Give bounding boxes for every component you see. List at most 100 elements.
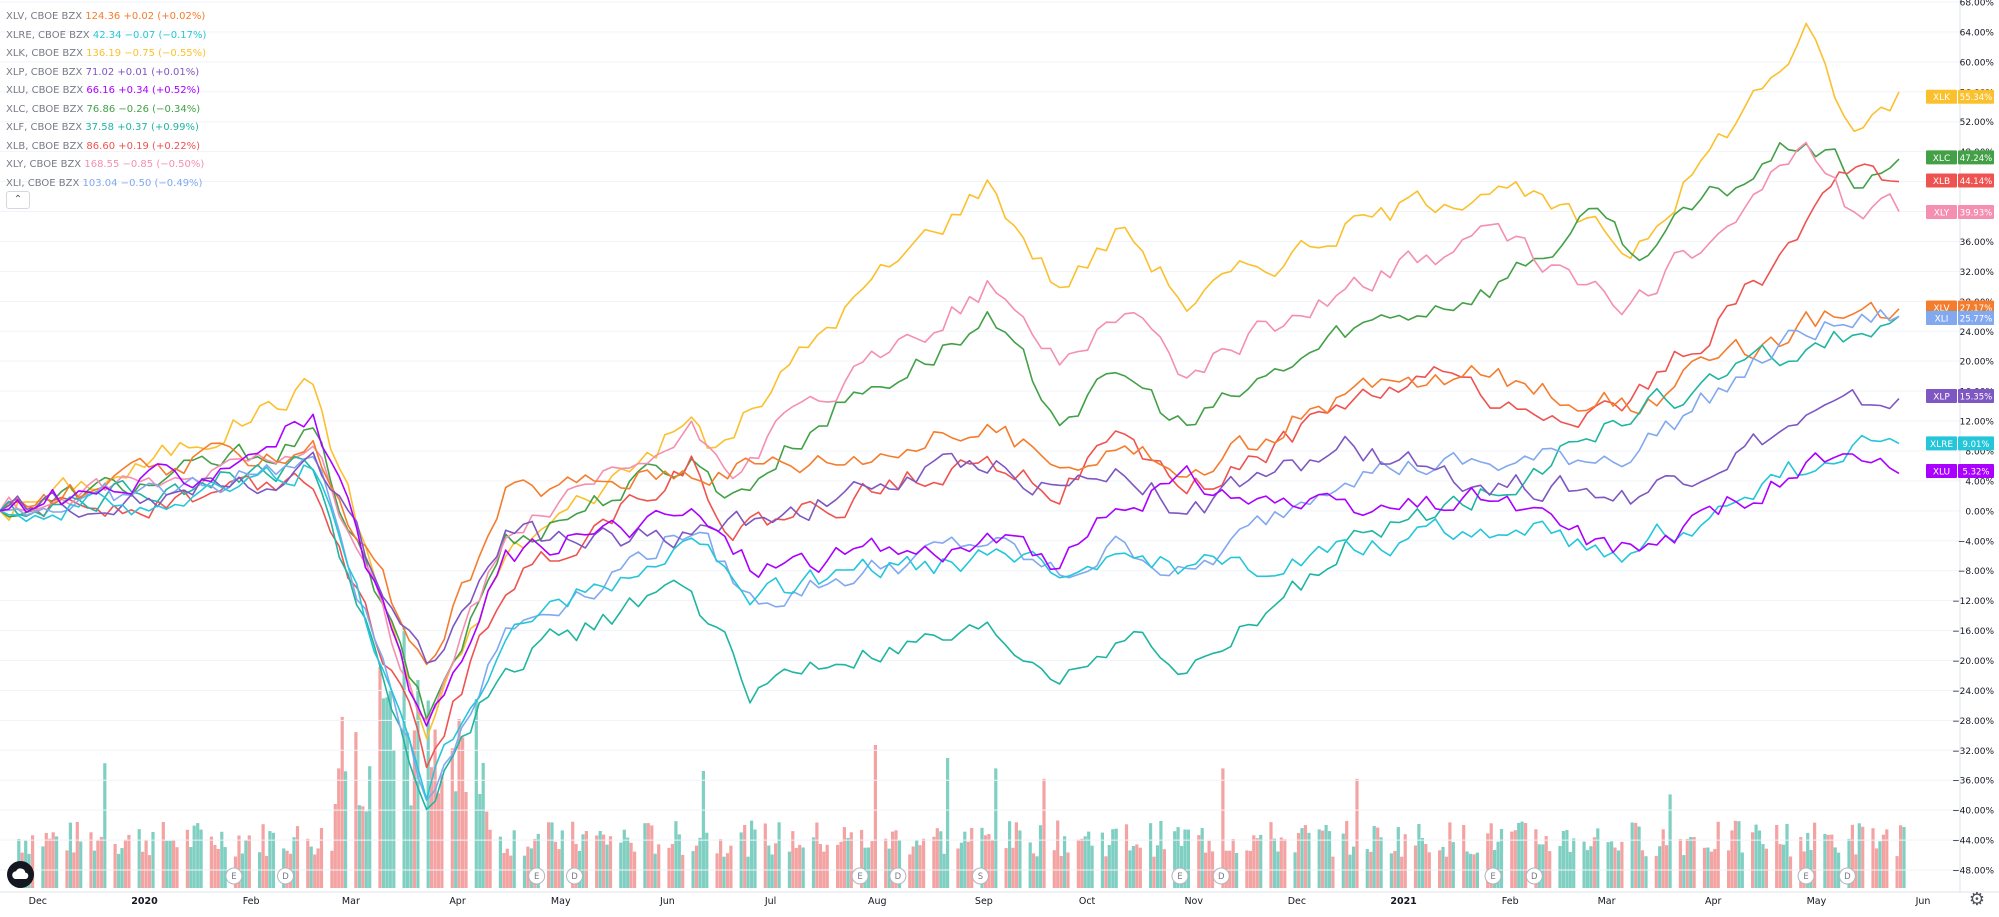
badge-xli: XLI 25.77% — [1926, 311, 1994, 326]
volume-bar — [31, 835, 35, 888]
legend-item[interactable]: XLV, CBOE BZX 124.36 +0.02 (+0.02%) — [6, 8, 206, 27]
badge-xlre: XLRE 9.01% — [1926, 436, 1994, 451]
volume-bar — [774, 843, 778, 888]
volume-bar — [450, 748, 454, 888]
badge-xlb: XLB 44.14% — [1926, 173, 1994, 188]
gear-icon[interactable]: ⚙ — [1968, 889, 1986, 910]
volume-bar — [192, 825, 196, 888]
volume-bar — [165, 840, 169, 888]
volume-bar — [474, 699, 478, 888]
volume-bar — [1355, 778, 1359, 888]
volume-bar — [584, 831, 588, 888]
badge-name: XLRE — [1930, 440, 1953, 450]
badge-name-box — [1926, 436, 1957, 451]
event-marker-label: E — [1803, 872, 1808, 882]
volume-bar — [946, 758, 950, 888]
event-marker[interactable]: D — [277, 867, 295, 885]
volume-bar — [55, 836, 59, 888]
event-marker[interactable]: E — [1171, 867, 1189, 885]
volume-bar — [1090, 845, 1094, 888]
y-tick-label: −32.00% — [1952, 747, 1994, 757]
volume-bar — [1881, 834, 1885, 888]
volume-bar — [970, 828, 974, 888]
badge-xly: XLY 39.93% — [1926, 205, 1994, 220]
event-marker[interactable]: S — [971, 867, 989, 885]
volume-bar — [412, 730, 416, 888]
series-line-xlu — [0, 413, 1900, 727]
volume-bar — [1585, 850, 1590, 888]
event-marker[interactable]: D — [889, 867, 907, 885]
volume-bar — [1847, 838, 1851, 888]
volume-bar — [1032, 853, 1036, 888]
legend-item[interactable]: XLK, CBOE BZX 136.19 −0.75 (−0.55%) — [6, 45, 206, 64]
volume-bar — [798, 844, 802, 888]
legend-item[interactable]: XLB, CBOE BZX 86.60 +0.19 (+0.22%) — [6, 138, 206, 157]
volume-bar — [1589, 846, 1593, 888]
legend-value: 136.19 −0.75 (−0.55%) — [86, 48, 207, 59]
volume-bar — [1524, 823, 1528, 888]
volume-bar — [935, 828, 939, 888]
y-tick-label: 60.00% — [1960, 58, 1995, 68]
event-marker[interactable]: E — [528, 867, 546, 885]
volume-bar — [1861, 826, 1865, 888]
volume-bar — [51, 832, 55, 888]
volume-bar — [440, 774, 444, 888]
badge-name: XLB — [1933, 177, 1950, 187]
event-marker[interactable]: E — [1797, 867, 1815, 885]
legend-item[interactable]: XLP, CBOE BZX 71.02 +0.01 (+0.01%) — [6, 64, 206, 83]
volume-bar — [846, 838, 850, 888]
volume-bar — [643, 823, 647, 888]
legend-symbol: XLI, CBOE BZX — [6, 177, 83, 189]
volume-bar — [151, 832, 155, 888]
event-marker[interactable]: E — [225, 867, 243, 885]
volume-bar — [763, 823, 767, 888]
volume-bar — [1513, 830, 1517, 888]
volume-bar — [92, 850, 97, 888]
x-tick-label: Feb — [1502, 896, 1519, 907]
volume-bar — [1063, 836, 1067, 888]
badge-name-box — [1926, 464, 1957, 479]
volume-bar — [1014, 822, 1018, 888]
volume-bar — [247, 835, 251, 888]
event-marker[interactable]: E — [851, 867, 869, 885]
legend-item[interactable]: XLI, CBOE BZX 103.04 −0.50 (−0.49%) — [6, 175, 206, 194]
chevron-up-icon[interactable]: ⌃ — [6, 191, 30, 209]
event-marker[interactable]: E — [1484, 867, 1502, 885]
volume-bar — [295, 826, 300, 888]
volume-bar — [1510, 831, 1514, 888]
volume-bar — [553, 841, 558, 888]
event-marker[interactable]: D — [566, 867, 584, 885]
event-marker[interactable]: D — [1525, 867, 1543, 885]
volume-bar — [1782, 844, 1786, 888]
volume-bar — [196, 823, 200, 888]
volume-bar — [1231, 839, 1235, 888]
legend-item[interactable]: XLRE, CBOE BZX 42.34 −0.07 (−0.17%) — [6, 27, 206, 46]
event-marker[interactable]: D — [1838, 867, 1856, 885]
badge-name-box — [1926, 89, 1957, 104]
volume-bar — [1087, 831, 1091, 888]
y-tick-label: 0.00% — [1965, 507, 1994, 517]
cloud-icon[interactable] — [7, 861, 34, 888]
volume-bar — [306, 838, 310, 888]
volume-bar — [89, 832, 93, 888]
volume-bar — [956, 848, 960, 888]
volume-bar — [478, 794, 482, 888]
volume-bar — [602, 834, 606, 888]
volume-bar — [1018, 830, 1022, 888]
volume-bar — [1878, 841, 1882, 888]
volume-bar — [1300, 828, 1304, 888]
volume-bar — [839, 841, 843, 888]
legend-item[interactable]: XLY, CBOE BZX 168.55 −0.85 (−0.50%) — [6, 156, 206, 175]
volume-bar — [144, 840, 148, 888]
volume-bar — [1613, 847, 1617, 888]
volume-bar — [1448, 822, 1452, 888]
legend-item[interactable]: XLF, CBOE BZX 37.58 +0.37 (+0.99%) — [6, 119, 206, 138]
volume-bar — [1661, 829, 1665, 888]
legend-item[interactable]: XLU, CBOE BZX 66.16 +0.34 (+0.52%) — [6, 82, 206, 101]
event-marker[interactable]: D — [1212, 867, 1230, 885]
volume-bar — [1352, 846, 1356, 888]
legend-item[interactable]: XLC, CBOE BZX 76.86 −0.26 (−0.34%) — [6, 101, 206, 120]
event-marker-label: D — [1531, 872, 1538, 882]
volume-bar — [1393, 851, 1397, 888]
